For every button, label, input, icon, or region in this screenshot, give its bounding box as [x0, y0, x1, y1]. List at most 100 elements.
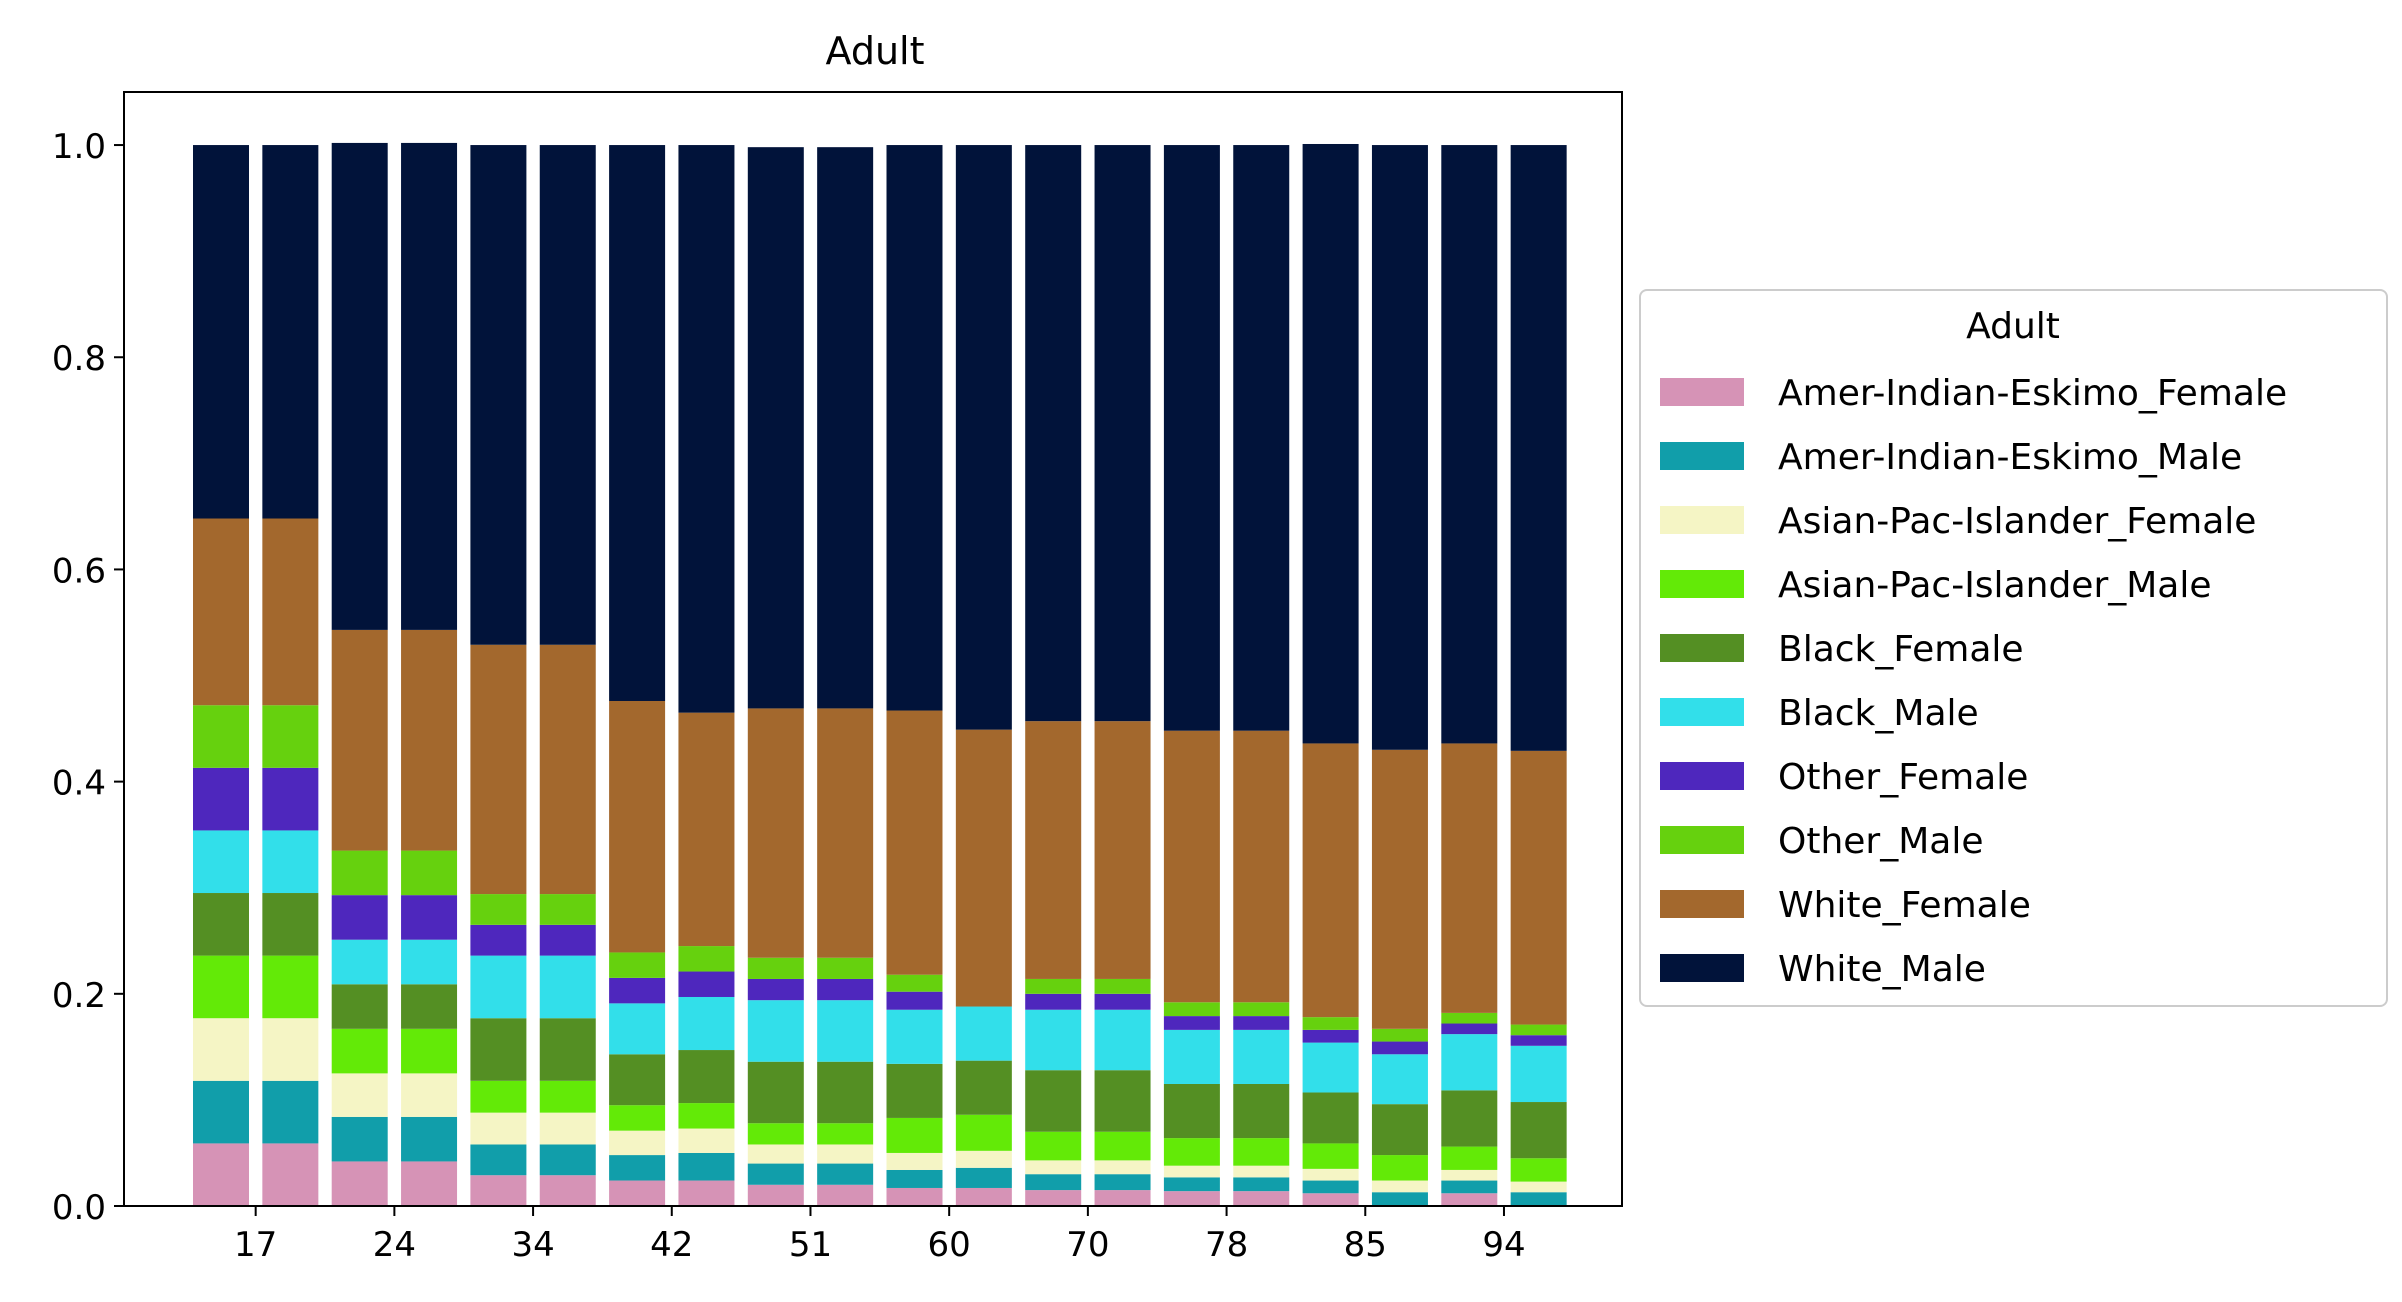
bar-asian-pac-islander-male-13	[1094, 1131, 1151, 1161]
legend-swatch-white-male	[1660, 954, 1744, 982]
bar-black-male-3	[401, 939, 458, 985]
bar-white-female-1	[262, 518, 319, 706]
bar-other-male-12	[1025, 978, 1082, 994]
bar-asian-pac-islander-male-3	[401, 1028, 458, 1074]
bar-other-male-1	[262, 705, 319, 768]
bar-black-female-1	[262, 893, 319, 956]
bar-black-female-12	[1025, 1070, 1082, 1132]
bar-other-male-6	[609, 952, 666, 978]
bar-amer-indian-eskimo-male-1	[262, 1080, 319, 1144]
bar-white-male-14	[1163, 145, 1220, 731]
bar-amer-indian-eskimo-female-11	[955, 1187, 1012, 1206]
bar-asian-pac-islander-male-4	[470, 1080, 527, 1113]
bar-black-female-14	[1163, 1083, 1220, 1139]
legend-swatch-black-male	[1660, 698, 1744, 726]
bar-amer-indian-eskimo-female-12	[1025, 1190, 1082, 1206]
bar-other-female-12	[1025, 993, 1082, 1010]
y-axis: 0.0 0.2 0.4 0.6 0.8 1.0	[52, 127, 124, 1228]
bar-amer-indian-eskimo-female-0	[193, 1143, 249, 1206]
bar-other-female-19	[1510, 1035, 1567, 1046]
bar-asian-pac-islander-female-0	[193, 1018, 249, 1081]
legend-title: Adult	[1966, 306, 2060, 347]
y-tick-label-2: 0.4	[52, 764, 106, 804]
bar-black-male-14	[1163, 1029, 1220, 1084]
bar-asian-pac-islander-male-14	[1163, 1138, 1220, 1166]
bar-asian-pac-islander-male-17	[1371, 1155, 1428, 1181]
y-tick-label-0: 0.0	[52, 1188, 106, 1228]
bar-white-male-1	[262, 145, 319, 519]
bar-white-male-3	[401, 142, 458, 630]
bar-black-female-2	[331, 984, 388, 1029]
bar-other-female-8	[747, 978, 804, 1001]
bar-other-female-17	[1371, 1041, 1428, 1055]
legend-swatch-white-female	[1660, 890, 1744, 918]
legend-label-amer-indian-eskimo-male: Amer-Indian-Eskimo_Male	[1778, 437, 2242, 478]
bar-other-female-2	[331, 895, 388, 940]
bar-asian-pac-islander-female-9	[817, 1144, 874, 1164]
bar-other-male-13	[1094, 978, 1151, 994]
legend-swatch-black-female	[1660, 634, 1744, 662]
bar-asian-pac-islander-female-18	[1441, 1169, 1498, 1181]
bar-asian-pac-islander-female-13	[1094, 1160, 1151, 1175]
bar-black-female-9	[817, 1061, 874, 1124]
bar-white-female-12	[1025, 721, 1082, 979]
legend-label-asian-pac-islander-female: Asian-Pac-Islander_Female	[1778, 501, 2256, 542]
bar-other-female-18	[1441, 1023, 1498, 1035]
legend-swatch-other-male	[1660, 826, 1744, 854]
bar-asian-pac-islander-male-1	[262, 955, 319, 1019]
bar-black-female-10	[886, 1063, 943, 1118]
bar-amer-indian-eskimo-male-12	[1025, 1174, 1082, 1191]
bar-white-female-2	[331, 629, 388, 851]
bar-asian-pac-islander-female-5	[539, 1112, 596, 1145]
bar-asian-pac-islander-male-15	[1233, 1138, 1290, 1166]
bar-other-female-4	[470, 924, 527, 956]
bar-black-male-1	[262, 830, 319, 894]
y-tick-label-4: 0.8	[52, 339, 106, 379]
bar-asian-pac-islander-male-9	[817, 1123, 874, 1145]
bar-amer-indian-eskimo-male-0	[193, 1080, 249, 1144]
x-tick-label-8: 51	[789, 1225, 832, 1265]
bar-asian-pac-islander-male-5	[539, 1080, 596, 1113]
bar-other-male-0	[193, 705, 249, 768]
bar-amer-indian-eskimo-male-19	[1510, 1192, 1567, 1206]
bar-other-male-19	[1510, 1024, 1567, 1036]
bar-black-male-6	[609, 1003, 666, 1055]
bar-amer-indian-eskimo-female-3	[401, 1161, 458, 1206]
bar-white-female-10	[886, 710, 943, 975]
legend-label-black-male: Black_Male	[1778, 693, 1979, 734]
bar-black-male-11	[955, 1006, 1012, 1061]
x-tick-label-14: 78	[1205, 1225, 1248, 1265]
x-tick-label-10: 60	[928, 1225, 971, 1265]
bar-amer-indian-eskimo-female-16	[1302, 1193, 1359, 1206]
bar-asian-pac-islander-male-0	[193, 955, 249, 1019]
bar-black-female-17	[1371, 1104, 1428, 1156]
bar-black-female-8	[747, 1061, 804, 1124]
bar-asian-pac-islander-female-15	[1233, 1165, 1290, 1178]
bar-other-female-0	[193, 767, 249, 831]
bar-other-male-15	[1233, 1002, 1290, 1017]
bar-white-female-18	[1441, 743, 1498, 1013]
bar-amer-indian-eskimo-female-15	[1233, 1191, 1290, 1206]
bar-black-male-12	[1025, 1009, 1082, 1071]
bar-white-male-16	[1302, 143, 1359, 744]
bar-black-female-15	[1233, 1083, 1290, 1139]
bar-asian-pac-islander-female-17	[1371, 1180, 1428, 1193]
bar-white-female-17	[1371, 749, 1428, 1029]
bar-asian-pac-islander-female-19	[1510, 1181, 1567, 1193]
bars-layer	[193, 142, 1567, 1206]
chart-title: Adult	[826, 29, 925, 73]
bar-other-male-4	[470, 894, 527, 925]
bar-other-female-6	[609, 977, 666, 1004]
bar-white-female-11	[955, 729, 1012, 1007]
bar-amer-indian-eskimo-female-13	[1094, 1190, 1151, 1206]
legend-swatch-asian-pac-islander-female	[1660, 506, 1744, 534]
bar-black-male-10	[886, 1009, 943, 1064]
legend-frame	[1639, 289, 2388, 1007]
bar-white-male-10	[886, 145, 943, 711]
bar-white-male-15	[1233, 145, 1290, 731]
legend-label-other-male: Other_Male	[1778, 821, 1984, 862]
bar-black-male-4	[470, 955, 527, 1019]
bar-white-female-16	[1302, 743, 1359, 1018]
bar-other-female-10	[886, 991, 943, 1010]
bar-white-female-7	[678, 712, 735, 947]
